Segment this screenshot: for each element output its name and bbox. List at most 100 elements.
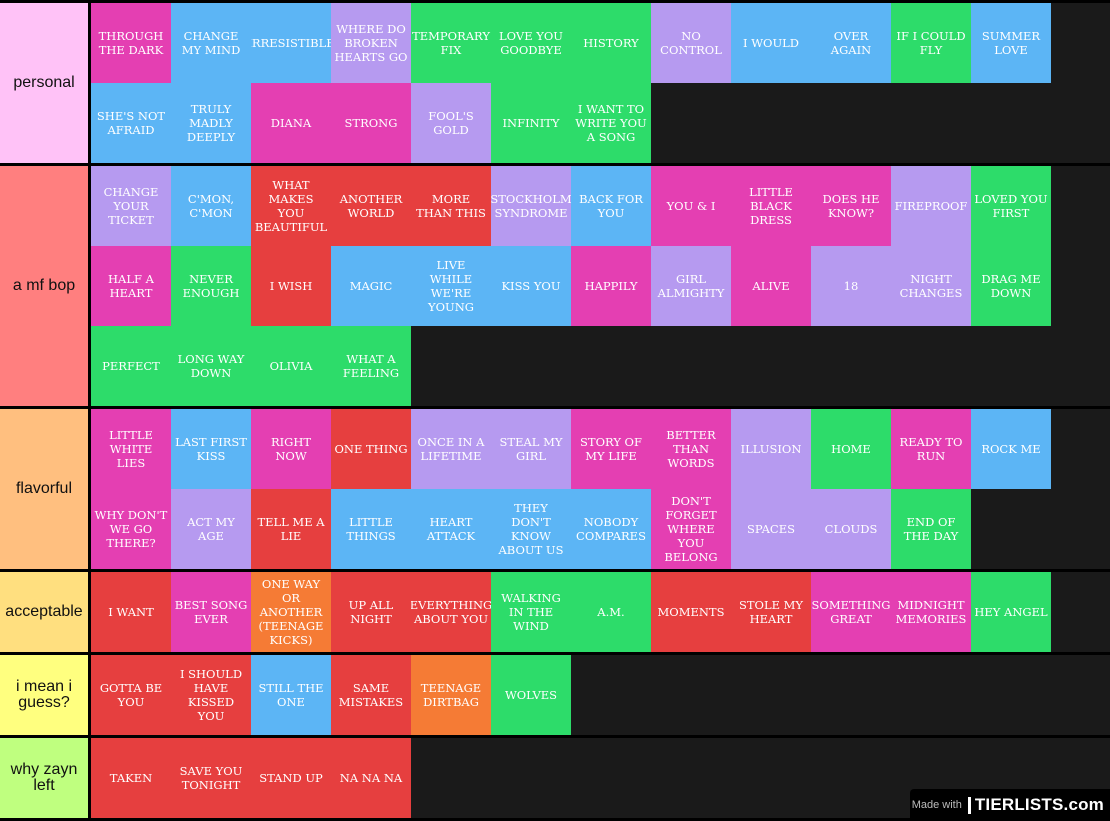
song-tile[interactable]: I WANT TO WRITE YOU A SONG [571,83,651,163]
tier-label[interactable]: personal [0,3,91,163]
song-tile[interactable]: WHAT A FEELING [331,326,411,406]
song-tile[interactable]: PERFECT [91,326,171,406]
tier-label[interactable]: a mf bop [0,166,91,406]
song-tile[interactable]: WHAT MAKES YOU BEAUTIFUL [251,166,331,246]
song-tile[interactable]: STORY OF MY LIFE [571,409,651,489]
song-tile[interactable]: NIGHT CHANGES [891,246,971,326]
song-tile[interactable]: SHE'S NOT AFRAID [91,83,171,163]
song-tile[interactable]: DON'T FORGET WHERE YOU BELONG [651,489,731,569]
song-tile[interactable]: SAVE YOU TONIGHT [171,738,251,818]
song-tile[interactable]: FOOL'S GOLD [411,83,491,163]
song-tile[interactable]: LITTLE BLACK DRESS [731,166,811,246]
song-tile[interactable]: HALF A HEART [91,246,171,326]
song-tile[interactable]: A.M. [571,572,651,652]
song-tile[interactable]: GIRL ALMIGHTY [651,246,731,326]
song-tile[interactable]: ONE THING [331,409,411,489]
song-tile[interactable]: LAST FIRST KISS [171,409,251,489]
song-tile[interactable]: INFINITY [491,83,571,163]
song-tile[interactable]: IRRESISTIBLE [251,3,331,83]
song-tile[interactable]: OLIVIA [251,326,331,406]
song-tile[interactable]: NEVER ENOUGH [171,246,251,326]
song-tile[interactable]: LITTLE THINGS [331,489,411,569]
song-tile[interactable]: LONG WAY DOWN [171,326,251,406]
song-tile[interactable]: MOMENTS [651,572,731,652]
song-tile[interactable]: ONCE IN A LIFETIME [411,409,491,489]
song-tile[interactable]: READY TO RUN [891,409,971,489]
song-tile[interactable]: LOVED YOU FIRST [971,166,1051,246]
tier-label[interactable]: flavorful [0,409,91,569]
song-tile[interactable]: SUMMER LOVE [971,3,1051,83]
song-tile[interactable]: LITTLE WHITE LIES [91,409,171,489]
song-tile[interactable]: TEMPORARY FIX [411,3,491,83]
song-tile[interactable]: WOLVES [491,655,571,735]
song-tile[interactable]: SOMETHING GREAT [811,572,891,652]
song-tile[interactable]: NOBODY COMPARES [571,489,651,569]
song-tile[interactable]: THROUGH THE DARK [91,3,171,83]
song-tile[interactable]: BACK FOR YOU [571,166,651,246]
song-tile[interactable]: GOTTA BE YOU [91,655,171,735]
song-tile[interactable]: STEAL MY GIRL [491,409,571,489]
song-tile[interactable]: STRONG [331,83,411,163]
song-tile[interactable]: END OF THE DAY [891,489,971,569]
tier-label[interactable]: why zayn left [0,738,91,818]
song-tile[interactable]: OVER AGAIN [811,3,891,83]
made-with-badge[interactable]: Made with TIERLISTS.com [910,789,1110,821]
song-tile[interactable]: DOES HE KNOW? [811,166,891,246]
song-tile[interactable]: YOU & I [651,166,731,246]
tier-items[interactable]: THROUGH THE DARK CHANGE MY MIND IRRESISTIB… [91,3,1051,163]
song-tile[interactable]: ONE WAY OR ANOTHER (TEENAGE KICKS) [251,572,331,652]
song-tile[interactable]: ILLUSION [731,409,811,489]
song-tile[interactable]: TEENAGE DIRTBAG [411,655,491,735]
song-tile[interactable]: DIANA [251,83,331,163]
song-tile[interactable]: HEY ANGEL [971,572,1051,652]
song-tile[interactable]: MORE THAN THIS [411,166,491,246]
tier-items[interactable]: GOTTA BE YOU I SHOULD HAVE KISSED YOU STIL… [91,655,1051,735]
song-tile[interactable]: CLOUDS [811,489,891,569]
song-tile[interactable]: ALIVE [731,246,811,326]
song-tile[interactable]: EVERYTHING ABOUT YOU [411,572,491,652]
song-tile[interactable]: CHANGE YOUR TICKET [91,166,171,246]
song-tile[interactable]: NO CONTROL [651,3,731,83]
song-tile[interactable]: FIREPROOF [891,166,971,246]
song-tile[interactable]: TAKEN [91,738,171,818]
tier-items[interactable]: CHANGE YOUR TICKET C'MON, C'MON WHAT MAKES… [91,166,1051,406]
song-tile[interactable]: TELL ME A LIE [251,489,331,569]
song-tile[interactable]: I WISH [251,246,331,326]
song-tile[interactable]: STOLE MY HEART [731,572,811,652]
song-tile[interactable]: LOVE YOU GOODBYE [491,3,571,83]
song-tile[interactable]: 18 [811,246,891,326]
song-tile[interactable]: LIVE WHILE WE'RE YOUNG [411,246,491,326]
song-tile[interactable]: STILL THE ONE [251,655,331,735]
song-tile[interactable]: DRAG ME DOWN [971,246,1051,326]
song-tile[interactable]: MIDNIGHT MEMORIES [891,572,971,652]
song-tile[interactable]: WALKING IN THE WIND [491,572,571,652]
song-tile[interactable]: WHY DON'T WE GO THERE? [91,489,171,569]
song-tile[interactable]: C'MON, C'MON [171,166,251,246]
song-tile[interactable]: HEART ATTACK [411,489,491,569]
song-tile[interactable]: IF I COULD FLY [891,3,971,83]
song-tile[interactable]: SAME MISTAKES [331,655,411,735]
song-tile[interactable]: WHERE DO BROKEN HEARTS GO [331,3,411,83]
song-tile[interactable]: NA NA NA [331,738,411,818]
tier-items[interactable]: TAKEN SAVE YOU TONIGHT STAND UP NA NA NA [91,738,1051,818]
tier-items[interactable]: I WANT BEST SONG EVER ONE WAY OR ANOTHER (… [91,572,1051,652]
song-tile[interactable]: ROCK ME [971,409,1051,489]
song-tile[interactable]: ANOTHER WORLD [331,166,411,246]
song-tile[interactable]: RIGHT NOW [251,409,331,489]
song-tile[interactable]: BEST SONG EVER [171,572,251,652]
song-tile[interactable]: MAGIC [331,246,411,326]
song-tile[interactable]: BETTER THAN WORDS [651,409,731,489]
song-tile[interactable]: ACT MY AGE [171,489,251,569]
song-tile[interactable]: HOME [811,409,891,489]
song-tile[interactable]: HISTORY [571,3,651,83]
song-tile[interactable]: I WANT [91,572,171,652]
song-tile[interactable]: THEY DON'T KNOW ABOUT US [491,489,571,569]
song-tile[interactable]: TRULY MADLY DEEPLY [171,83,251,163]
tier-items[interactable]: LITTLE WHITE LIES LAST FIRST KISS RIGHT NO… [91,409,1051,569]
tier-label[interactable]: acceptable [0,572,91,652]
tier-label[interactable]: i mean i guess? [0,655,91,735]
song-tile[interactable]: KISS YOU [491,246,571,326]
song-tile[interactable]: UP ALL NIGHT [331,572,411,652]
song-tile[interactable]: CHANGE MY MIND [171,3,251,83]
song-tile[interactable]: HAPPILY [571,246,651,326]
